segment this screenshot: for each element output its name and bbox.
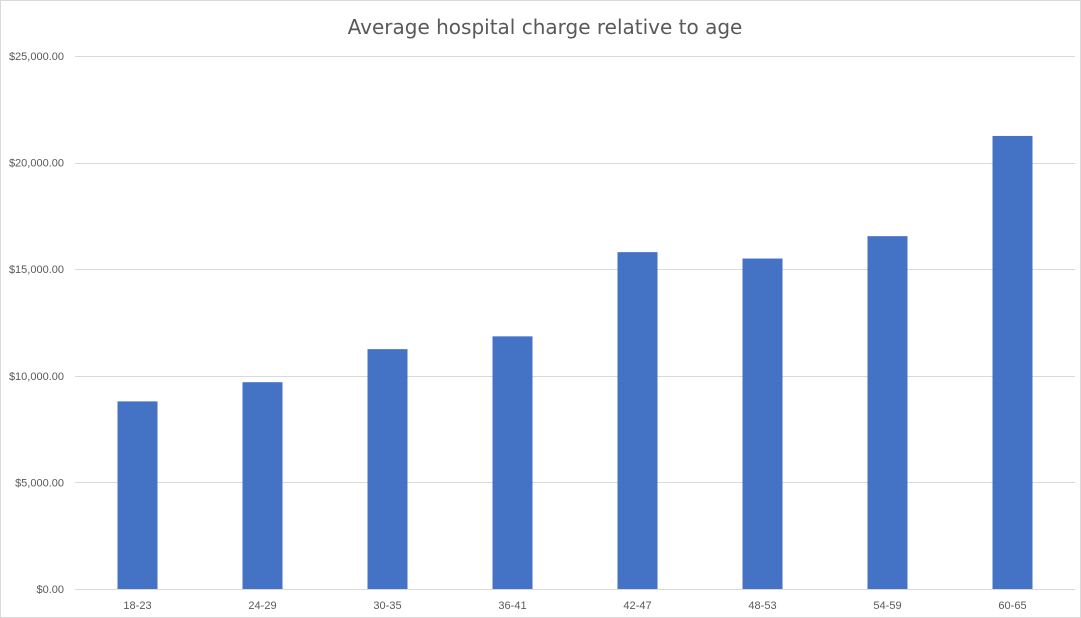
- y-tick-label: $10,000.00: [9, 371, 64, 383]
- bars: [117, 135, 1033, 590]
- x-tick-label: 54-59: [873, 600, 901, 612]
- x-tick-label: 42-47: [623, 600, 651, 612]
- y-tick-label: $0.00: [36, 584, 64, 596]
- bar-42-47: [617, 252, 658, 590]
- x-tick-label: 30-35: [373, 600, 401, 612]
- y-tick-label: $15,000.00: [9, 264, 64, 276]
- gridlines: [75, 56, 1075, 590]
- y-tick-label: $5,000.00: [15, 477, 64, 489]
- chart-title: Average hospital charge relative to age: [348, 15, 743, 39]
- bar-24-29: [242, 382, 283, 589]
- x-tick-label: 36-41: [498, 600, 526, 612]
- bar-48-53: [742, 258, 783, 589]
- bar-18-23: [117, 401, 158, 589]
- x-tick-label: 18-23: [123, 600, 151, 612]
- y-tick-label: $20,000.00: [9, 158, 64, 170]
- y-axis-ticks: $0.00 $5,000.00 $10,000.00 $15,000.00 $20,00…: [9, 51, 64, 596]
- x-tick-label: 24-29: [248, 600, 276, 612]
- x-tick-label: 48-53: [748, 600, 776, 612]
- bar-36-41: [492, 336, 533, 589]
- bar-54-59: [867, 236, 908, 590]
- bar-60-65: [992, 135, 1033, 589]
- y-tick-label: $25,000.00: [9, 51, 64, 63]
- x-tick-label: 60-65: [998, 600, 1026, 612]
- x-axis-ticks: 18-23 24-29 30-35 36-41 42-47 48-53 54-59 60-65: [123, 600, 1026, 612]
- bar-30-35: [367, 349, 408, 589]
